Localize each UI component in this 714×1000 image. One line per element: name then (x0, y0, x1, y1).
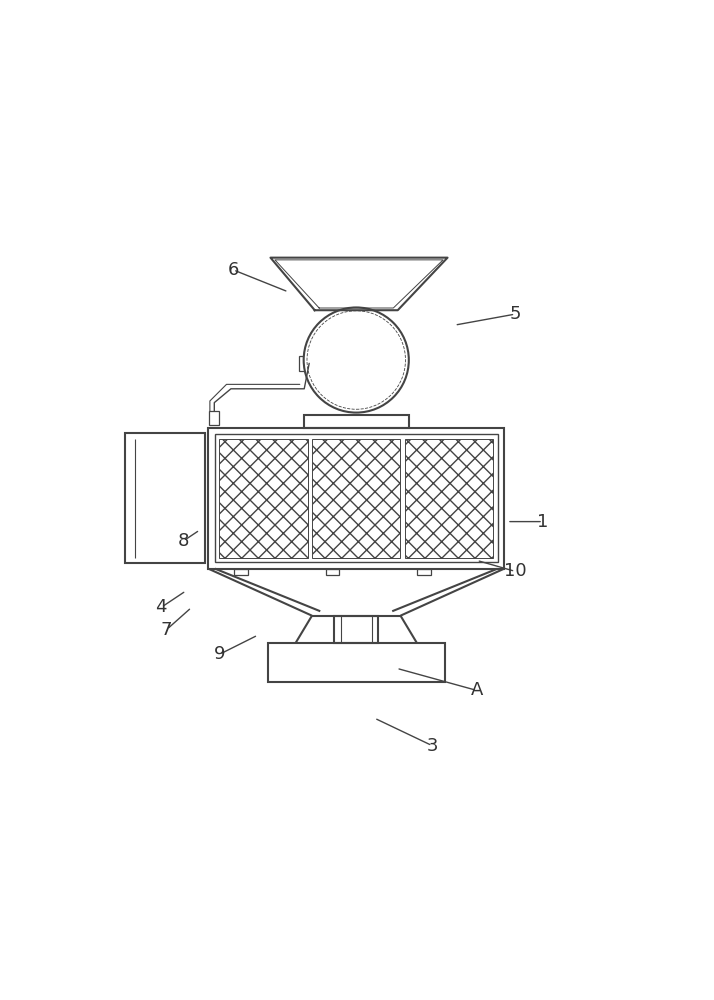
Bar (125, 433, 206, 563)
Bar (299, 356, 309, 371)
Text: 9: 9 (213, 645, 225, 663)
Bar (312, 439, 401, 558)
Text: 8: 8 (178, 532, 189, 550)
Text: A: A (471, 681, 483, 699)
Bar (417, 569, 431, 575)
Text: 4: 4 (156, 598, 167, 616)
Bar (405, 439, 493, 558)
Bar (208, 428, 504, 569)
Bar (209, 411, 219, 425)
Bar (234, 569, 248, 575)
Text: 3: 3 (426, 737, 438, 755)
Text: 10: 10 (504, 562, 527, 580)
Bar (215, 434, 498, 562)
Bar (334, 616, 378, 643)
Text: 6: 6 (228, 261, 238, 279)
Bar (303, 415, 409, 428)
Text: 1: 1 (538, 513, 548, 531)
Bar (219, 439, 308, 558)
Circle shape (303, 307, 409, 413)
Text: 5: 5 (510, 305, 521, 323)
Text: 7: 7 (161, 621, 173, 639)
Bar (326, 569, 339, 575)
Bar (268, 643, 445, 682)
